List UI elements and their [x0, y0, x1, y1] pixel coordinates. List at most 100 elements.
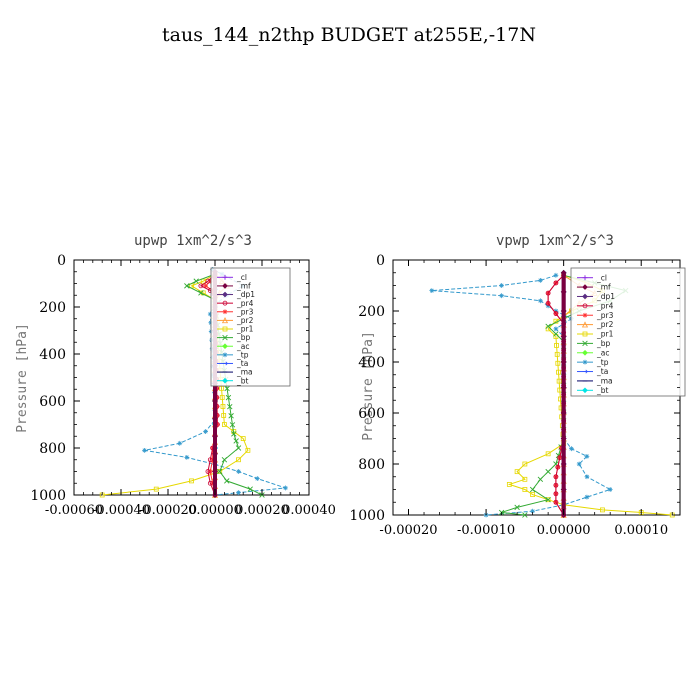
legend-item: _pr1 — [217, 325, 254, 334]
data-point — [221, 422, 227, 427]
x-tick-label: -0.00040 — [92, 503, 150, 518]
y-tick-label: 400 — [358, 355, 385, 371]
data-point — [530, 508, 536, 514]
figure-title: taus_144_n2thp BUDGET at255E,-17N — [162, 24, 536, 46]
data-point — [560, 289, 567, 295]
legend-marker — [582, 284, 588, 290]
legend-item: _bt — [577, 386, 609, 395]
legend-label: _ta — [596, 367, 608, 376]
data-point — [537, 278, 543, 283]
x-tick-label: 0.00010 — [614, 523, 668, 538]
legend-marker — [582, 293, 588, 300]
legend-label: _bt — [236, 376, 249, 385]
legend-marker — [582, 359, 588, 365]
y-tick-label: 600 — [358, 406, 385, 422]
data-point — [219, 394, 225, 400]
data-point — [537, 476, 544, 483]
legend-label: _ac — [236, 342, 249, 351]
axis-ticks: 0 200 400 600 800 1000-0.00020 -0.00010 0.00000… — [349, 253, 680, 538]
data-point — [584, 453, 590, 459]
data-point — [560, 359, 567, 365]
data-point — [224, 385, 230, 392]
y-tick-label: 1000 — [349, 508, 385, 524]
legend-item: _pr4 — [217, 299, 254, 308]
legend-marker — [222, 283, 228, 289]
data-point — [556, 378, 562, 384]
legend-marker — [582, 303, 588, 309]
data-point — [193, 278, 199, 284]
legend-item: _pr2 — [217, 316, 254, 325]
data-point — [545, 496, 551, 503]
legend-label: _ta — [236, 359, 248, 368]
legend-marker — [222, 334, 228, 341]
y-tick-label: 600 — [39, 394, 66, 410]
legend-item: _tp — [577, 358, 609, 367]
x-tick-label: 0.00000 — [188, 503, 242, 518]
data-point — [506, 481, 512, 487]
data-point — [607, 487, 613, 492]
legend-item: _pr1 — [577, 330, 614, 339]
y-tick-label: 800 — [358, 457, 385, 473]
data-point — [553, 331, 559, 337]
data-point — [236, 469, 241, 474]
data-point — [229, 422, 236, 428]
legend-label: _pr4 — [236, 299, 254, 308]
y-axis-label: Pressure [hPa] — [15, 323, 30, 433]
legend-label: _pr1 — [236, 325, 254, 334]
legend-label: _mf — [596, 283, 611, 292]
data-point — [553, 499, 559, 505]
legend-label: _mf — [236, 282, 251, 291]
data-point — [203, 283, 208, 289]
legend-item: _tp — [217, 350, 249, 359]
y-tick-label: 0 — [376, 253, 385, 269]
data-point — [514, 469, 520, 475]
data-point — [553, 308, 559, 314]
data-point — [177, 440, 183, 446]
data-point — [227, 403, 233, 410]
data-point — [560, 269, 567, 276]
data-point — [537, 298, 543, 304]
data-point — [560, 333, 567, 340]
series-line — [199, 273, 218, 496]
data-point — [545, 468, 551, 475]
legend-marker — [582, 349, 588, 356]
legend-label: _bt — [596, 386, 609, 395]
x-tick-label: -0.00020 — [379, 523, 437, 538]
data-point — [584, 494, 590, 500]
data-point — [553, 280, 559, 286]
data-point — [228, 413, 234, 419]
data-point — [514, 504, 520, 511]
panel-title: upwp 1xm^2/s^3 — [134, 233, 252, 249]
data-point — [529, 486, 536, 493]
data-point — [560, 461, 567, 467]
data-point — [584, 474, 590, 480]
data-point — [184, 455, 190, 460]
data-point — [212, 433, 218, 440]
legend-item: _ac — [577, 348, 609, 357]
data-point — [522, 512, 528, 518]
legend-item: _bp — [217, 333, 251, 342]
data-point — [560, 486, 567, 493]
legend-item: _mf — [217, 282, 251, 291]
legend-marker — [582, 275, 588, 281]
legend-item: _dp1 — [577, 292, 615, 301]
data-point — [207, 480, 213, 486]
legend-marker — [222, 274, 228, 280]
data-point — [499, 283, 504, 288]
data-point — [212, 468, 218, 475]
data-point — [554, 343, 559, 348]
data-point — [530, 492, 536, 498]
legend-marker — [222, 352, 228, 358]
data-point — [212, 415, 218, 422]
data-point — [224, 478, 230, 484]
y-tick-label: 0 — [57, 253, 66, 269]
data-point — [216, 468, 223, 475]
data-point — [283, 485, 288, 491]
data-point — [553, 491, 559, 497]
legend-item: _mf — [577, 283, 611, 292]
legend-label: _ma — [596, 377, 613, 386]
legend-label: _bp — [596, 339, 611, 348]
data-point — [189, 478, 194, 484]
legend-marker — [582, 340, 588, 347]
data-point — [522, 461, 528, 467]
